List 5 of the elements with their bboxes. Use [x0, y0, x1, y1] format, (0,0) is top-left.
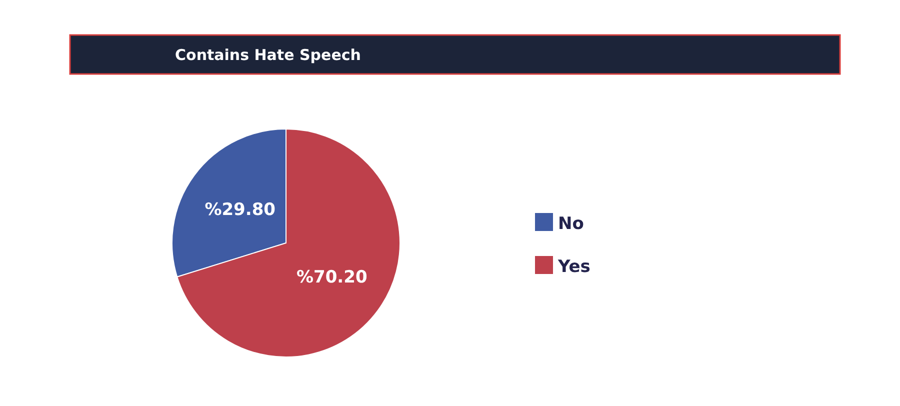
- data-label: %70.20: [296, 268, 368, 288]
- chart-title: Contains Hate Speech: [175, 46, 361, 64]
- data-label: %29.80: [204, 200, 276, 220]
- legend-label: Yes: [557, 257, 590, 277]
- legend-label: No: [558, 214, 584, 234]
